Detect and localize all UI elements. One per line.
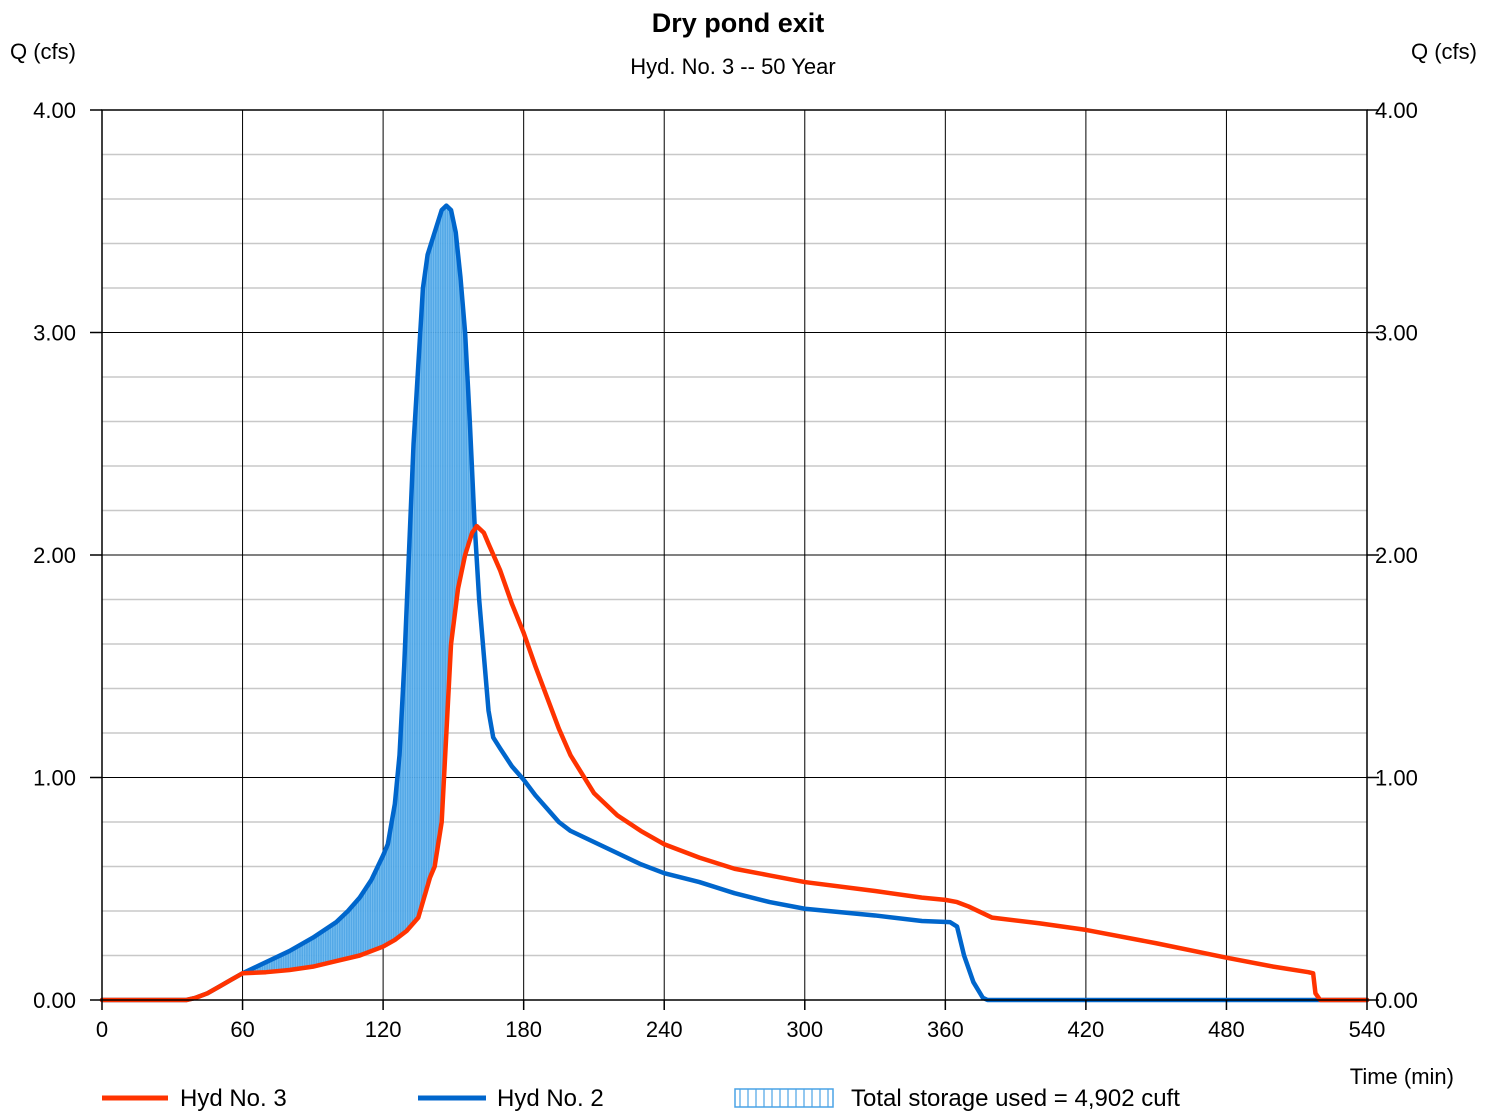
- y-tick-labels-left: 0.00 1.00 2.00 3.00 4.00: [33, 98, 76, 1013]
- y-tick-label-right: 3.00: [1375, 321, 1418, 346]
- y-tick-label-right: 2.00: [1375, 543, 1418, 568]
- x-tick-label: 420: [1068, 1017, 1105, 1042]
- storage-fill: [242, 205, 478, 974]
- x-tick-label: 240: [646, 1017, 683, 1042]
- x-tick-label: 180: [505, 1017, 542, 1042]
- x-tick-label: 120: [365, 1017, 402, 1042]
- y-tick-label-left: 2.00: [33, 543, 76, 568]
- x-tick-label: 300: [786, 1017, 823, 1042]
- y-axis-label-left: Q (cfs): [10, 39, 76, 64]
- legend: Hyd No. 3 Hyd No. 2 Total storage used =…: [102, 1085, 1180, 1112]
- series-line-hyd-3: [99, 523, 1370, 1003]
- x-tick-label: 60: [230, 1017, 254, 1042]
- y-tick-label-left: 0.00: [33, 988, 76, 1013]
- minor-gridlines: [102, 153, 1367, 957]
- series-lines: [99, 203, 1370, 1003]
- x-tick-label: 360: [927, 1017, 964, 1042]
- y-axis-label-right: Q (cfs): [1411, 39, 1477, 64]
- y-tick-label-right: 1.00: [1375, 766, 1418, 791]
- y-tick-label-left: 3.00: [33, 321, 76, 346]
- x-tick-label: 540: [1349, 1017, 1386, 1042]
- chart-title: Dry pond exit: [652, 8, 825, 38]
- y-tick-label-right: 4.00: [1375, 98, 1418, 123]
- x-tick-labels: 0 60 120 180 240 300 360 420 480 540: [96, 1017, 1385, 1042]
- x-tick-label: 0: [96, 1017, 108, 1042]
- y-tick-label-left: 4.00: [33, 98, 76, 123]
- legend-swatch-storage: [734, 1088, 834, 1108]
- x-tick-label: 480: [1208, 1017, 1245, 1042]
- y-tick-label-right: 0.00: [1375, 988, 1418, 1013]
- chart-subtitle: Hyd. No. 3 -- 50 Year: [630, 54, 835, 79]
- legend-label-hyd-2: Hyd No. 2: [497, 1085, 604, 1112]
- tick-marks: [90, 109, 1379, 1010]
- legend-label-hyd-3: Hyd No. 3: [180, 1085, 287, 1112]
- legend-label-storage: Total storage used = 4,902 cuft: [851, 1085, 1180, 1112]
- x-axis-label: Time (min): [1350, 1064, 1454, 1089]
- y-tick-labels-right: 0.00 1.00 2.00 3.00 4.00: [1375, 98, 1418, 1013]
- series-line-hyd-2: [99, 203, 1370, 1003]
- y-tick-label-left: 1.00: [33, 766, 76, 791]
